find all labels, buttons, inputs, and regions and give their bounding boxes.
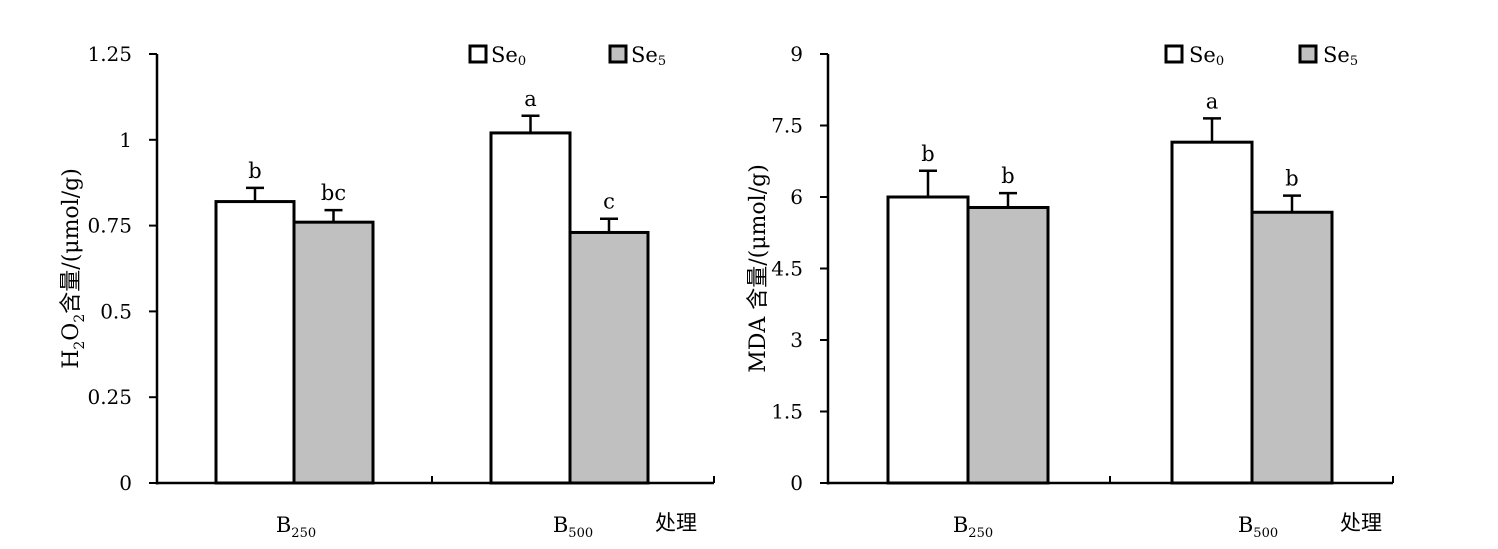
y-tick-label: 9: [790, 42, 803, 66]
bar-Se5-B500: [1250, 210, 1334, 485]
legend-label-Se5: Se5: [631, 43, 666, 69]
bar-Se0-B500: [489, 131, 572, 485]
legend-swatch-Se5: [608, 44, 628, 64]
significance-letter: a: [1206, 89, 1219, 113]
significance-letter: bc: [321, 181, 346, 205]
category-label: B500: [1238, 513, 1278, 541]
bar-Se5-B250: [292, 220, 375, 485]
legend-label-Se0: Se0: [491, 43, 526, 69]
legend-label-Se5: Se5: [1323, 43, 1358, 69]
y-tick-label: 1: [119, 128, 132, 152]
significance-letter: b: [921, 142, 934, 166]
y-axis-label: H2O2含量/(μmol/g): [59, 168, 88, 369]
y-tick-label: 4.5: [771, 257, 803, 281]
significance-letter: a: [524, 87, 537, 111]
y-tick-label: 6: [790, 185, 803, 209]
significance-letter: b: [248, 159, 261, 183]
y-tick-label: 0.75: [87, 214, 132, 238]
y-tick-label: 0.5: [100, 299, 132, 323]
y-tick-label: 0.25: [87, 385, 132, 409]
chart-2: b a b b 0 1.5 3 4.5 6 7.5 9 MDA 含量/(μmol/g) B250 B500…: [746, 42, 1394, 541]
y-tick-label: 3: [790, 328, 803, 352]
bar-Se5-B500: [568, 230, 650, 485]
x-axis-label: 处理: [655, 511, 697, 535]
chart-1: b a bc c 0 0.25 0.5 0.75 1 1.25 H2O2含量/(μmol/g) B25…: [59, 42, 715, 541]
y-tick-label: 0: [790, 471, 803, 495]
significance-letter: b: [1001, 164, 1014, 188]
legend-swatch-Se0: [1164, 44, 1184, 64]
x-axis-label: 处理: [1340, 511, 1382, 535]
bar-Se0-B250: [886, 195, 970, 485]
y-tick-label: 0: [119, 471, 132, 495]
y-tick-label: 1.25: [87, 42, 132, 66]
bar-Se5-B250: [966, 205, 1050, 485]
category-label: B250: [276, 513, 316, 541]
y-tick-label: 1.5: [771, 400, 803, 424]
legend-label-Se0: Se0: [1189, 43, 1224, 69]
y-tick-label: 7.5: [771, 114, 803, 138]
legend-swatch-Se5: [1298, 44, 1318, 64]
category-label: B250: [953, 513, 993, 541]
bar-Se0-B500: [1170, 140, 1254, 485]
bar-Se0-B250: [214, 200, 296, 485]
significance-letter: b: [1285, 167, 1298, 191]
significance-letter: c: [603, 190, 615, 214]
legend-swatch-Se0: [468, 44, 488, 64]
y-axis-label: MDA 含量/(μmol/g): [746, 164, 771, 373]
category-label: B500: [553, 513, 593, 541]
